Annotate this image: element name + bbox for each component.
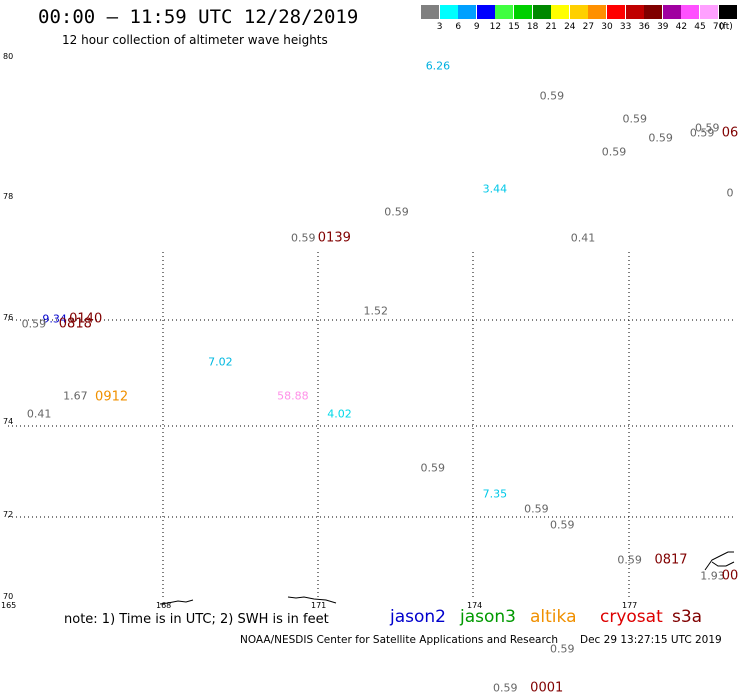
footer-note: note: 1) Time is in UTC; 2) SWH is in fe… — [64, 612, 329, 627]
wave-height-label: 0.59 — [384, 205, 409, 219]
wave-height-label: 58.88 — [277, 389, 309, 403]
legend-label: 33 — [619, 22, 632, 32]
satellite-name: jason3 — [460, 607, 516, 627]
legend-swatch — [514, 5, 532, 19]
pass-time-label: 0139 — [317, 230, 351, 246]
wave-height-label: 1.67 — [63, 389, 88, 403]
wave-height-label: 0.59 — [617, 553, 642, 567]
map-canvas — [8, 252, 736, 605]
wave-height-label: 0.41 — [26, 407, 52, 421]
map-title: 00:00 – 11:59 UTC 12/28/2019 — [38, 6, 359, 28]
pass-time-label: 00 — [721, 568, 739, 584]
wave-height-label: 0.59 — [601, 145, 627, 158]
legend-swatch — [569, 5, 588, 19]
wave-height-label: 0.59 — [420, 461, 446, 475]
wave-height-label: 0.59 — [550, 518, 575, 532]
legend-label: 24 — [564, 22, 576, 32]
wave-height-label: 0 — [726, 186, 734, 200]
legend-swatch — [718, 5, 737, 19]
wave-height-label: 1.93 — [700, 569, 725, 583]
wave-height-label: 0.59 — [648, 131, 673, 145]
legend-label: 70 — [712, 22, 725, 32]
satellite-name: cryosat — [600, 607, 663, 627]
legend-swatch — [439, 5, 458, 19]
graticule — [8, 252, 736, 600]
wave-height-label: 0.59 — [21, 317, 47, 331]
lon-label: 174 — [467, 601, 483, 610]
wave-height-label: 3.44 — [482, 182, 508, 196]
lat-label: 70 — [3, 592, 14, 601]
satellite-name: jason2 — [390, 607, 446, 627]
legend-label: 30 — [601, 22, 613, 32]
lat-label: 78 — [3, 192, 14, 201]
legend-swatch — [588, 5, 607, 19]
lat-label: 76 — [3, 313, 14, 322]
legend-label: 45 — [694, 22, 706, 32]
legend-unit: (ft) — [719, 22, 733, 32]
wave-height-label: 1.52 — [363, 304, 389, 318]
wave-height-label: 7.02 — [208, 355, 233, 369]
legend-label: 3 — [436, 22, 443, 32]
pass-time-label: 0818 — [58, 316, 92, 332]
wave-height-label: 0.59 — [291, 231, 316, 245]
legend-label: 42 — [675, 22, 688, 32]
legend-swatch — [681, 5, 700, 19]
wave-height-label: 0.59 — [493, 681, 518, 695]
wave-height-label: 9.34 — [42, 312, 67, 326]
lat-label: 74 — [3, 417, 14, 426]
map-subtitle: 12 hour collection of altimeter wave hei… — [62, 33, 328, 47]
legend-swatch — [625, 5, 644, 19]
lon-label: 168 — [156, 601, 172, 610]
lat-label: 72 — [3, 510, 14, 519]
wave-height-label: 0.59 — [689, 126, 715, 140]
legend-label: 9 — [473, 22, 480, 32]
wave-height-label: 7.35 — [482, 487, 508, 501]
legend-swatch — [458, 5, 477, 19]
legend-swatch — [551, 5, 570, 19]
pass-time-label: 0001 — [530, 680, 564, 695]
legend-label: 18 — [526, 22, 539, 32]
pass-time-label: 0912 — [95, 389, 129, 405]
wave-height-label: 0.41 — [570, 231, 596, 245]
satellite-name: altika — [530, 607, 577, 627]
credit-line: NOAA/NESDIS Center for Satellite Applica… — [240, 634, 558, 646]
wave-height-label: 0.59 — [539, 89, 565, 102]
legend-label: 6 — [455, 22, 462, 32]
wave-height-label: 0.59 — [695, 121, 720, 135]
lon-label: 177 — [622, 601, 638, 610]
legend-swatch — [421, 5, 439, 19]
lon-label: 171 — [311, 601, 327, 610]
legend-label: 27 — [582, 22, 595, 32]
lon-label: 165 — [1, 601, 17, 610]
wave-height-label: 4.02 — [327, 407, 352, 421]
wave-height-label: 0.59 — [622, 112, 648, 126]
wave-height-label: 6.26 — [425, 59, 451, 73]
legend-label: 21 — [545, 22, 557, 32]
lat-label: 80 — [3, 52, 14, 61]
legend-swatch — [662, 5, 681, 19]
legend-label: 15 — [508, 22, 520, 32]
legend-label: 36 — [638, 22, 650, 32]
legend-swatch — [607, 5, 625, 19]
legend-label: 39 — [657, 22, 669, 32]
pass-time-label: 06 — [721, 125, 739, 141]
pass-time-label: 0817 — [654, 552, 688, 568]
legend-swatch — [700, 5, 718, 19]
legend-swatch — [532, 5, 551, 19]
legend-swatch — [644, 5, 663, 19]
wave-height-label: 0.59 — [524, 502, 549, 516]
legend-swatch — [476, 5, 495, 19]
satellite-name: s3a — [672, 607, 703, 627]
generation-timestamp: Dec 29 13:27:15 UTC 2019 — [580, 634, 722, 646]
coastline — [159, 551, 735, 605]
legend-label: 12 — [489, 22, 502, 32]
legend-swatch — [495, 5, 514, 19]
pass-time-label: 0140 — [69, 311, 103, 327]
